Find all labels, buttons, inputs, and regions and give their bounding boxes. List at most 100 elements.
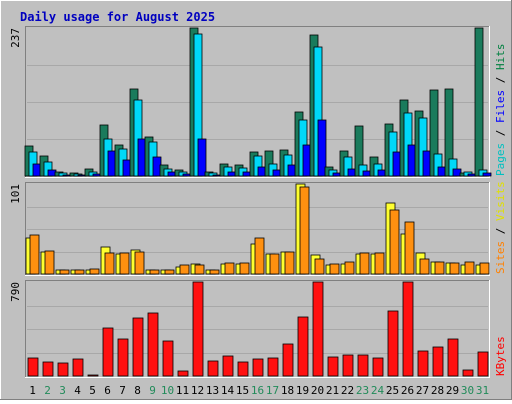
bar-sites-day-14 [224,262,235,275]
bar-sites-day-23 [359,252,370,275]
x-tick-label-day-3: 3 [59,384,66,397]
bar-kbytes-day-1 [27,357,39,377]
bar-sites-day-3 [59,269,70,275]
legend-separator: / [494,123,507,143]
bar-kbytes-day-14 [222,355,234,377]
bar-sites-day-1 [29,234,40,275]
bar-sites-day-21 [329,263,340,275]
bar-sites-day-16 [254,237,265,275]
bar-sites-day-4 [74,269,85,275]
bar-kbytes-day-19 [297,316,309,377]
bar-sites-day-27 [419,258,430,275]
bar-kbytes-day-21 [327,356,339,377]
bar-sites-day-18 [284,251,295,275]
bar-sites-day-17 [269,253,280,275]
bar-sites-day-8 [134,251,145,275]
bar-pages-day-20 [317,119,327,177]
legend-visits-sites: Sites / Visits [494,181,507,274]
legend-entry-files: Files [494,90,507,123]
bar-pages-day-29 [452,168,462,177]
x-tick-label-day-11: 11 [176,384,189,397]
x-tick-label-day-9: 9 [149,384,156,397]
bar-kbytes-day-23 [357,354,369,377]
bar-sites-day-6 [104,252,115,275]
x-axis-day-labels: 1 2 3 4 5 6 7 8 9 10 11 12 13 14 15 16 17 18 19 20 21 22 23 24 2… [29,384,489,397]
bar-sites-day-28 [434,261,445,275]
bar-pages-day-12 [197,138,207,177]
legend-entry-sites: Sites [494,241,507,274]
chart-title: Daily usage for August 2025 [20,10,215,24]
x-tick-label-day-21: 21 [326,384,339,397]
x-tick-label-day-10: 10 [161,384,174,397]
bar-kbytes-day-13 [207,360,219,377]
panel-hits-files-pages: 237 Pages / Files / Hits [9,26,507,178]
bar-kbytes-day-29 [447,338,459,377]
y-max-label-visits-sites: 101 [9,184,22,204]
chart-panels: 237 Pages / Files / Hits 101 Sites / Visits… [9,26,507,378]
bar-kbytes-day-22 [342,354,354,377]
x-tick-label-day-15: 15 [236,384,249,397]
bar-sites-day-12 [194,264,205,275]
bar-kbytes-day-7 [117,338,129,377]
y-max-label-kbytes: 790 [9,282,22,302]
x-tick-label-day-13: 13 [206,384,219,397]
x-tick-label-day-14: 14 [221,384,235,397]
bar-sites-day-29 [449,262,460,275]
bar-kbytes-day-2 [42,361,54,377]
bar-kbytes-day-20 [312,281,324,377]
x-tick-label-day-5: 5 [89,384,96,397]
x-tick-label-day-30: 30 [461,384,474,397]
bar-kbytes-day-3 [57,362,69,377]
bar-kbytes-day-12 [192,281,204,377]
x-tick-label-day-4: 4 [74,384,81,397]
x-tick-label-day-17: 17 [266,384,279,397]
bar-sites-day-9 [149,269,160,275]
x-tick-label-day-8: 8 [134,384,141,397]
bar-sites-day-31 [479,262,490,275]
legend-separator: / [494,70,507,90]
bar-sites-day-30 [464,261,475,275]
bar-kbytes-day-10 [162,340,174,377]
bar-sites-day-19 [299,186,310,275]
legend-entry-visits: Visits [494,181,507,221]
x-tick-label-day-12: 12 [191,384,204,397]
bar-kbytes-day-24 [372,357,384,377]
bar-kbytes-day-5 [87,374,99,377]
bar-hits-day-31 [474,27,484,177]
legend-entry-pages: Pages [494,143,507,176]
x-tick-label-day-29: 29 [446,384,459,397]
bar-sites-day-2 [44,250,55,275]
bar-sites-day-7 [119,252,130,275]
bar-kbytes-day-27 [417,350,429,377]
x-tick-label-day-18: 18 [281,384,294,397]
x-tick-label-day-25: 25 [386,384,399,397]
bar-sites-day-25 [389,209,400,275]
bar-sites-day-24 [374,252,385,275]
bar-kbytes-day-16 [252,358,264,377]
bar-sites-day-26 [404,221,415,275]
x-tick-label-day-22: 22 [341,384,354,397]
bar-kbytes-day-6 [102,327,114,377]
x-tick-label-day-23: 23 [356,384,369,397]
x-tick-label-day-24: 24 [371,384,385,397]
bar-sites-day-20 [314,258,325,275]
bar-kbytes-day-11 [177,370,189,377]
bar-kbytes-day-17 [267,357,279,377]
bar-kbytes-day-28 [432,346,444,377]
bar-kbytes-day-30 [462,369,474,377]
panel-kbytes: 790 KBytes [9,280,507,378]
bar-kbytes-day-9 [147,312,159,377]
bar-sites-day-5 [89,268,100,275]
x-tick-label-day-1: 1 [29,384,36,397]
bar-kbytes-day-26 [402,281,414,377]
x-tick-label-day-2: 2 [44,384,51,397]
x-tick-label-day-20: 20 [311,384,324,397]
legend-hits-files-pages: Pages / Files / Hits [494,44,507,177]
y-max-label-hits-files-pages: 237 [9,28,22,48]
x-tick-label-day-19: 19 [296,384,309,397]
bar-sites-day-22 [344,261,355,275]
bar-sites-day-15 [239,262,250,275]
legend-entry-hits: Hits [494,44,507,71]
